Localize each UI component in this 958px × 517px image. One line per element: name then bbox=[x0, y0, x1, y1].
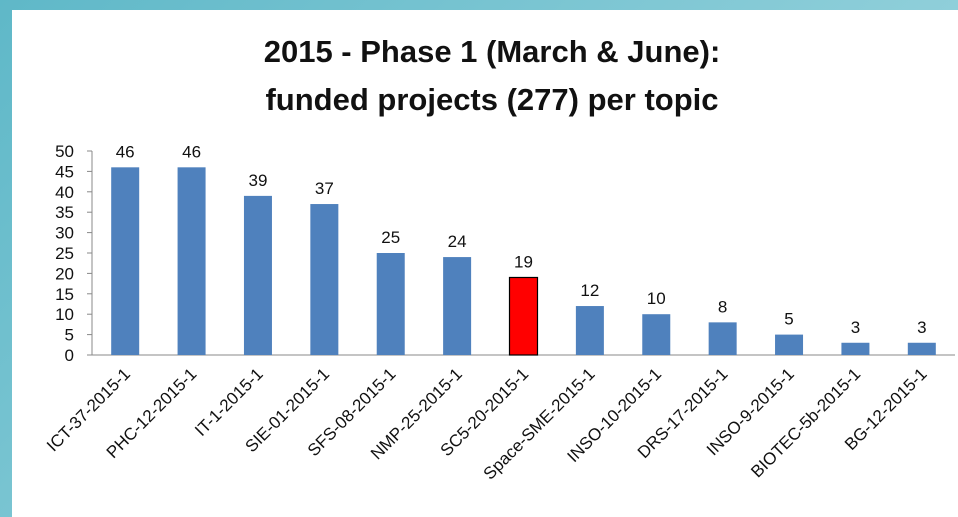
bar bbox=[508, 276, 539, 356]
y-tick-label: 45 bbox=[55, 162, 74, 181]
bar bbox=[575, 306, 604, 355]
value-label: 8 bbox=[718, 297, 727, 316]
bar bbox=[708, 322, 737, 355]
y-tick-label: 5 bbox=[65, 326, 74, 345]
y-tick-label: 50 bbox=[55, 142, 74, 161]
chart-title: 2015 - Phase 1 (March & June): bbox=[264, 34, 721, 69]
y-tick-label: 15 bbox=[55, 285, 74, 304]
y-tick-label: 35 bbox=[55, 203, 74, 222]
value-label: 39 bbox=[249, 171, 268, 190]
chart-title: funded projects (277) per topic bbox=[265, 82, 718, 117]
y-tick-label: 0 bbox=[65, 346, 74, 365]
value-label: 46 bbox=[116, 142, 135, 161]
value-label: 12 bbox=[580, 281, 599, 300]
value-label: 3 bbox=[917, 318, 926, 337]
value-label: 19 bbox=[514, 252, 533, 271]
bar bbox=[177, 167, 206, 355]
bar bbox=[443, 257, 472, 355]
y-tick-label: 40 bbox=[55, 183, 74, 202]
value-label: 25 bbox=[381, 228, 400, 247]
bar bbox=[907, 342, 936, 355]
y-tick-label: 25 bbox=[55, 244, 74, 263]
value-label: 3 bbox=[851, 318, 860, 337]
bar bbox=[376, 253, 405, 355]
y-tick-label: 30 bbox=[55, 224, 74, 243]
bar bbox=[310, 204, 339, 355]
bar bbox=[642, 314, 671, 355]
bar bbox=[111, 167, 140, 355]
value-label: 37 bbox=[315, 179, 334, 198]
value-label: 10 bbox=[647, 289, 666, 308]
y-tick-label: 20 bbox=[55, 264, 74, 283]
y-tick-label: 10 bbox=[55, 305, 74, 324]
bar bbox=[775, 334, 804, 355]
value-label: 24 bbox=[448, 232, 467, 251]
value-label: 5 bbox=[784, 310, 793, 329]
value-label: 46 bbox=[182, 142, 201, 161]
chart-area bbox=[12, 10, 958, 517]
bar bbox=[841, 342, 870, 355]
bar bbox=[243, 195, 272, 355]
